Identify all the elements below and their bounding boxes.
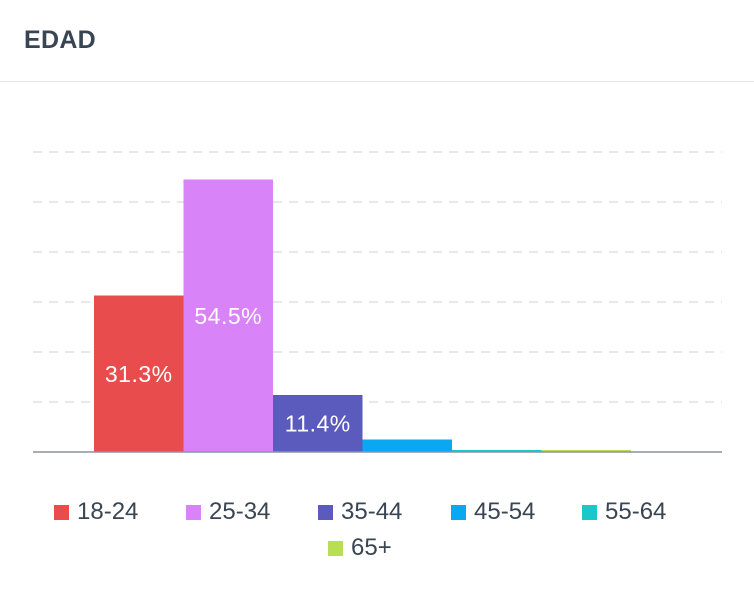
legend-item-65+[interactable]: 65+	[328, 530, 392, 566]
legend-label: 65+	[351, 534, 392, 561]
data-label-25-34: 54.5%	[194, 303, 262, 329]
legend-swatch	[318, 504, 333, 520]
bar-65+[interactable]	[541, 450, 632, 452]
legend-item-55-64[interactable]: 55-64	[582, 494, 666, 530]
bar-chart: 31.3% 54.5% 11.4%	[0, 83, 754, 483]
legend-swatch	[582, 504, 597, 520]
legend-row: 18-24 25-34 35-44 45-54 55-64	[0, 494, 754, 530]
legend-label: 45-54	[474, 498, 536, 525]
data-label-18-24: 31.3%	[105, 361, 173, 387]
bar-55-64[interactable]	[452, 450, 542, 452]
card-title: EDAD	[24, 26, 97, 54]
legend-swatch	[186, 504, 201, 520]
legend-label: 18-24	[77, 498, 139, 525]
legend-item-25-34[interactable]: 25-34	[186, 494, 270, 530]
legend-item-35-44[interactable]: 35-44	[318, 494, 402, 530]
bar-35-44[interactable]	[273, 395, 363, 452]
bar-chart-svg: 31.3% 54.5% 11.4%	[33, 151, 722, 453]
legend-label: 35-44	[341, 498, 403, 525]
bar-25-34[interactable]	[183, 179, 274, 453]
legend-swatch	[328, 540, 343, 556]
legend-label: 25-34	[209, 498, 271, 525]
card-header: EDAD	[0, 0, 754, 82]
data-label-35-44: 11.4%	[285, 411, 351, 437]
legend-item-45-54[interactable]: 45-54	[451, 494, 535, 530]
chart-legend: 18-24 25-34 35-44 45-54 55-64 65+	[0, 494, 754, 566]
legend-item-18-24[interactable]: 18-24	[54, 494, 138, 530]
legend-swatch	[54, 504, 69, 520]
legend-swatch	[451, 504, 466, 520]
legend-label: 55-64	[605, 498, 667, 525]
legend-row: 65+	[0, 530, 754, 566]
bar-45-54[interactable]	[362, 439, 453, 453]
bar-18-24[interactable]	[94, 295, 184, 453]
